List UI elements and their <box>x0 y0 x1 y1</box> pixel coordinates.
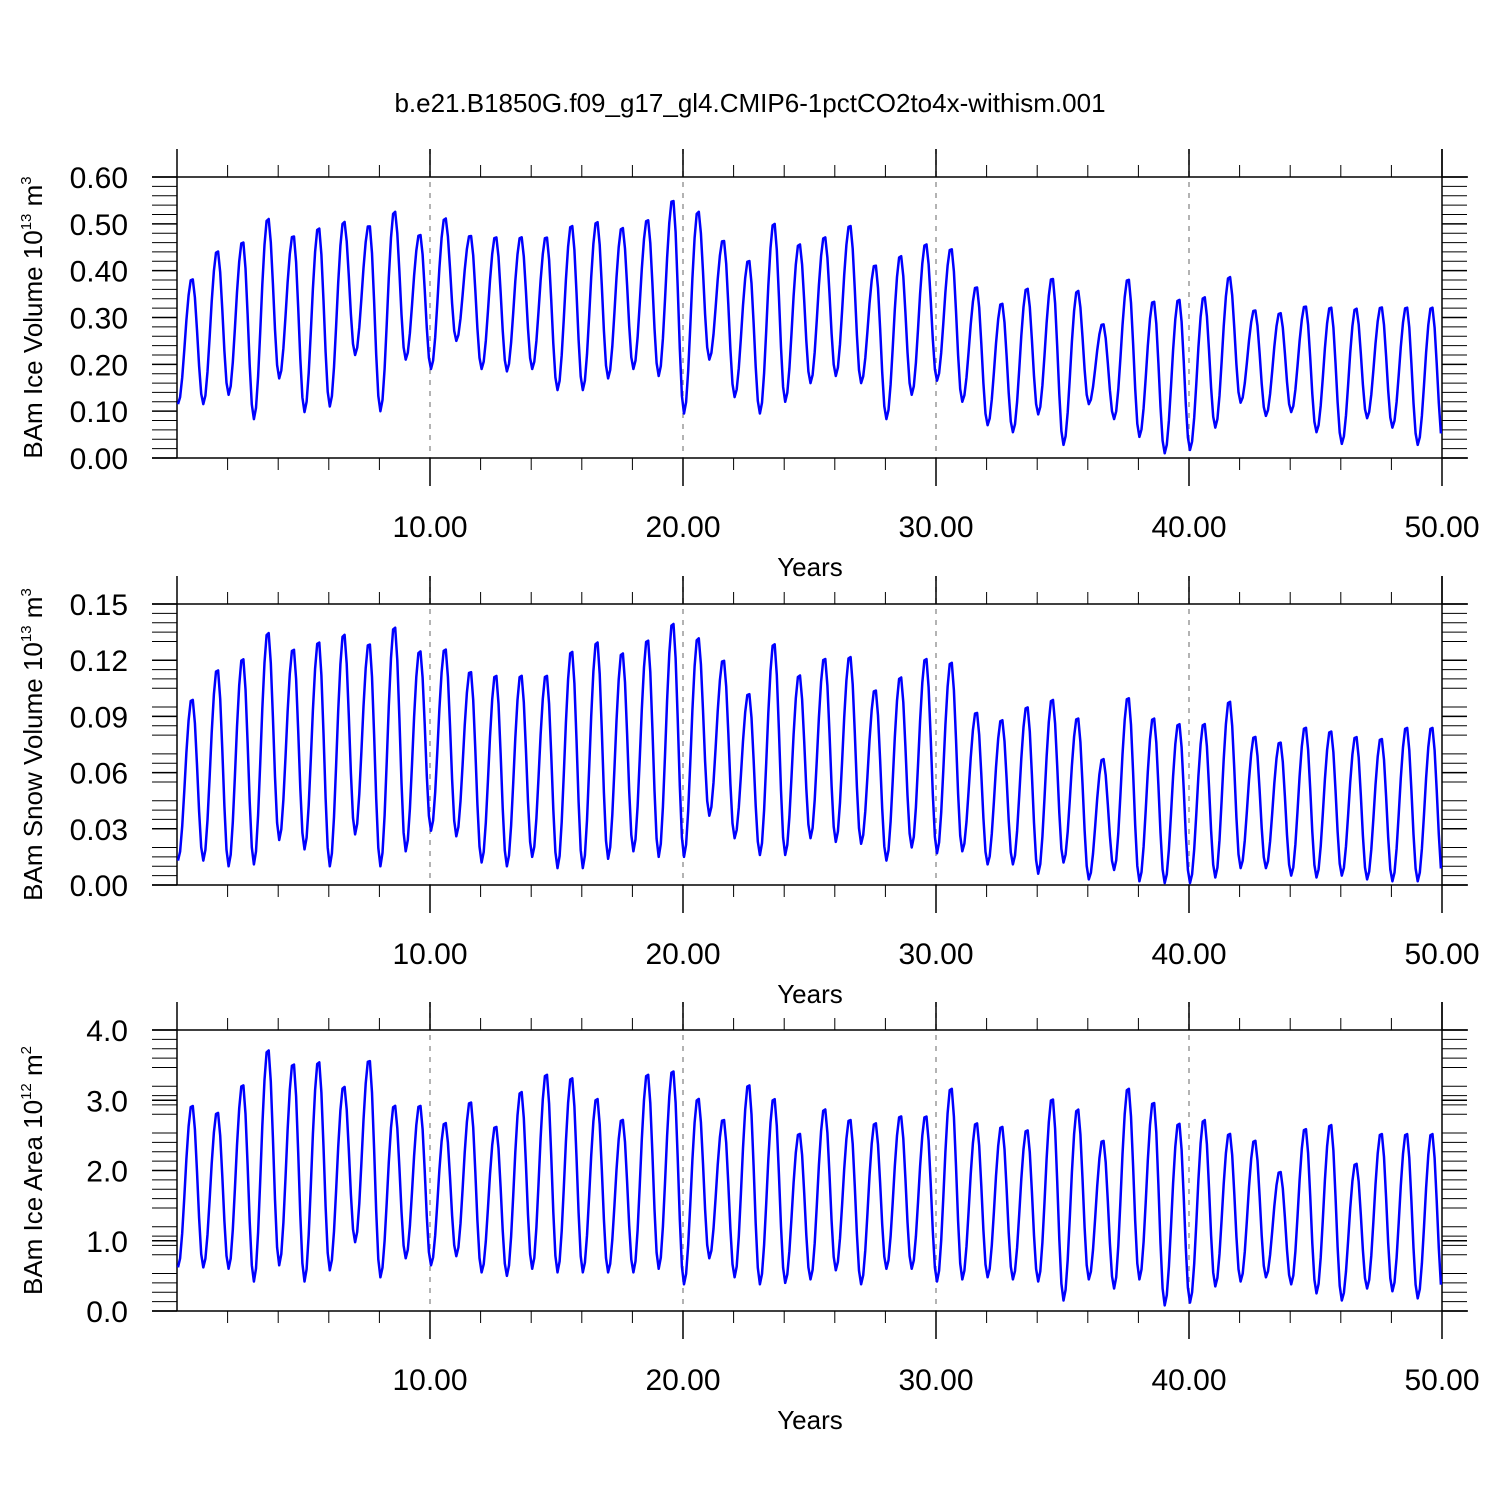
x-tick-label: 40.00 <box>1151 511 1226 544</box>
y-tick-label: 0.60 <box>70 162 128 195</box>
x-tick-label: 10.00 <box>392 1364 467 1397</box>
y-tick-label: 0.10 <box>70 396 128 429</box>
x-tick-label: 50.00 <box>1404 511 1479 544</box>
y-tick-label: 0.09 <box>70 701 128 734</box>
y-tick-label: 0.00 <box>70 870 128 903</box>
series-line <box>176 1049 1443 1307</box>
y-tick-label: 0.06 <box>70 758 128 791</box>
x-tick-label: 50.00 <box>1404 1364 1479 1397</box>
x-tick-label: 20.00 <box>645 511 720 544</box>
panel-snow-volume: 0.00 0.03 0.06 0.09 0.12 0.15 10.00 20.00 30.00 4… <box>18 576 1480 1009</box>
y-tick-label: 4.0 <box>86 1015 128 1048</box>
series-line <box>176 199 1443 455</box>
x-axis-title: Years <box>777 552 843 582</box>
x-tick-label: 40.00 <box>1151 1364 1226 1397</box>
x-tick-label: 30.00 <box>898 1364 973 1397</box>
x-tick-label: 30.00 <box>898 511 973 544</box>
x-tick-label: 10.00 <box>392 511 467 544</box>
y-tick-label: 2.0 <box>86 1156 128 1189</box>
y-axis-title: BAm Ice Volume 1013 m3 <box>18 176 48 458</box>
figure-title: b.e21.B1850G.f09_g17_gl4.CMIP6-1pctCO2to… <box>394 88 1105 118</box>
series-line <box>176 622 1443 885</box>
y-axis-title: BAm Ice Area 1012 m2 <box>18 1046 48 1295</box>
x-tick-label: 40.00 <box>1151 938 1226 971</box>
y-tick-label: 0.20 <box>70 349 128 382</box>
x-axis-title: Years <box>777 1405 843 1435</box>
y-tick-label: 0.12 <box>70 645 128 678</box>
panel-ice-volume: 0.00 0.10 0.20 0.30 0.40 0.50 0.60 10.00 20.00 30… <box>18 149 1480 582</box>
x-axis-title: Years <box>777 979 843 1009</box>
y-tick-label: 0.15 <box>70 589 128 622</box>
y-tick-label: 0.30 <box>70 303 128 336</box>
x-tick-label: 30.00 <box>898 938 973 971</box>
y-tick-label: 0.50 <box>70 209 128 242</box>
y-tick-label: 0.03 <box>70 814 128 847</box>
x-tick-label: 20.00 <box>645 938 720 971</box>
y-tick-label: 0.40 <box>70 256 128 289</box>
panel-ice-area: 0.0 1.0 2.0 3.0 4.0 10.00 20.00 30.00 40.00 50.00… <box>18 1002 1480 1435</box>
x-tick-label: 20.00 <box>645 1364 720 1397</box>
x-tick-label: 50.00 <box>1404 938 1479 971</box>
y-axis-title: BAm Snow Volume 1013 m3 <box>18 588 48 901</box>
y-tick-label: 0.0 <box>86 1296 128 1329</box>
x-tick-label: 10.00 <box>392 938 467 971</box>
y-tick-label: 3.0 <box>86 1085 128 1118</box>
y-tick-label: 1.0 <box>86 1226 128 1259</box>
y-tick-label: 0.00 <box>70 443 128 476</box>
